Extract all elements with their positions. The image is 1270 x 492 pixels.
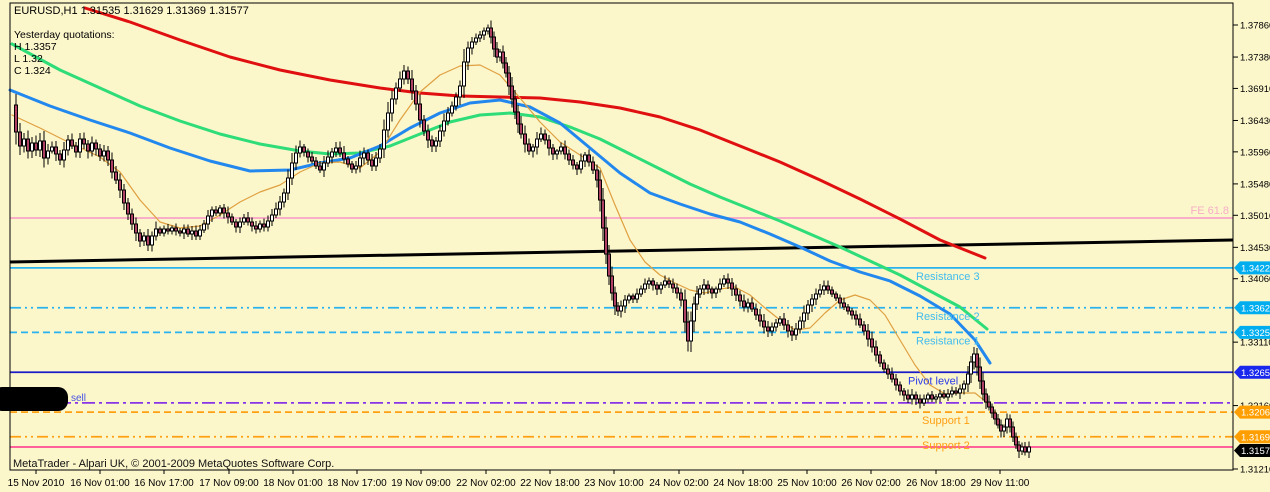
x-tick-label: 17 Nov 09:00 [199,478,259,489]
level-label-resistance-2: Resistance 2 [916,311,980,323]
yesterday-high: H 1.3357 [14,41,57,53]
x-tick-label: 24 Nov 02:00 [649,478,709,489]
level-label-support-1: Support 1 [922,415,970,427]
price-tag-label-current-price: 1.31577 [1241,446,1270,457]
y-tick-label: 1.37380 [1240,53,1270,64]
price-tag-support-1 [1234,405,1270,419]
level-label-fe-618: FE 61.8 [1190,205,1229,217]
ma-green [10,42,989,331]
price-tag-label-resistance-3: 1.34222 [1241,263,1270,274]
price-axis-tags: 1.34222 1.33625 1.33256 1.32659 1.32062 1.316… [1234,261,1270,457]
x-tick-label: 24 Nov 18:00 [713,478,773,489]
ma-blue [8,88,992,365]
y-tick-label: 1.35010 [1240,211,1270,222]
price-tag-label-support-2: 1.31693 [1241,432,1270,443]
yesterday-low: L 1.32 [14,53,43,65]
level-label-pivot-level: Pivot level [908,375,958,387]
y-tick-label: 1.31210 [1240,465,1270,476]
yesterday-quotations-title: Yesterday quotations: [14,29,115,41]
price-tag-support-2 [1234,430,1270,444]
yesterday-close: C 1.324 [14,65,51,77]
x-tick-label: 16 Nov 01:00 [70,478,130,489]
y-tick-label: 1.34060 [1240,274,1270,285]
x-tick-label: 19 Nov 09:00 [391,478,451,489]
y-tick-label: 1.33110 [1240,338,1270,349]
y-tick-label: 1.36910 [1240,84,1270,95]
price-tag-resistance-2 [1234,301,1270,315]
price-tag-label-support-1: 1.32062 [1241,408,1270,419]
symbol-quote-line: EURUSD,H1 1.31535 1.31629 1.31369 1.3157… [14,5,249,17]
x-tick-label: 23 Nov 10:00 [584,478,644,489]
plot-border [9,2,1234,471]
level-label-support-2: Support 2 [922,440,970,452]
price-tag-pivot-level [1234,365,1270,379]
bear-candle-bodies [14,27,1027,453]
x-tick-label: 18 Nov 01:00 [263,478,323,489]
y-tick-label: 1.37860 [1240,21,1270,32]
price-tag-current-price [1234,443,1270,457]
ma-red-slow [83,6,987,260]
price-tag-resistance-1 [1234,325,1270,339]
x-tick-label: 15 Nov 2010 [8,478,65,489]
y-tick-label: 1.35480 [1240,179,1270,190]
price-tag-resistance-3 [1234,261,1270,275]
level-label-resistance-1: Resistance 1 [916,335,980,347]
price-tag-label-pivot-level: 1.32659 [1241,368,1270,379]
x-tick-label: 22 Nov 02:00 [456,478,516,489]
x-tick-label: 26 Nov 18:00 [906,478,966,489]
watermark: MetaTrader - Alpari UK, © 2001-2009 Meta… [13,458,334,470]
x-tick-label: 26 Nov 02:00 [841,478,901,489]
price-tag-label-resistance-1: 1.33256 [1241,328,1270,339]
x-tick-label: 16 Nov 17:00 [134,478,194,489]
x-tick-label: 22 Nov 18:00 [520,478,580,489]
y-tick-label: 1.35960 [1240,147,1270,158]
moving-average-lines [8,6,992,406]
black-trendline [9,238,1234,264]
x-tick-label: 18 Nov 17:00 [327,478,387,489]
price-tag-label-resistance-2: 1.33625 [1241,303,1270,314]
level-label-resistance-3: Resistance 3 [916,271,980,283]
x-tick-label: 29 Nov 11:00 [971,478,1030,489]
bull-candle-bodies [22,27,1031,453]
trendline-black[interactable] [9,238,1234,264]
x-tick-label: 25 Nov 10:00 [777,478,837,489]
time-axis[interactable]: 15 Nov 2010 16 Nov 01:00 16 Nov 17:00 17 No… [8,470,1030,489]
y-tick-label: 1.36430 [1240,116,1270,127]
y-tick-label: 1.34530 [1240,243,1270,254]
order-sell-label: sell [71,393,86,404]
candlestick-series [14,20,1031,458]
level-labels: FE 61.8 Resistance 3 Resistance 2 Resistanc… [908,205,1229,452]
redaction-blob [0,387,68,411]
